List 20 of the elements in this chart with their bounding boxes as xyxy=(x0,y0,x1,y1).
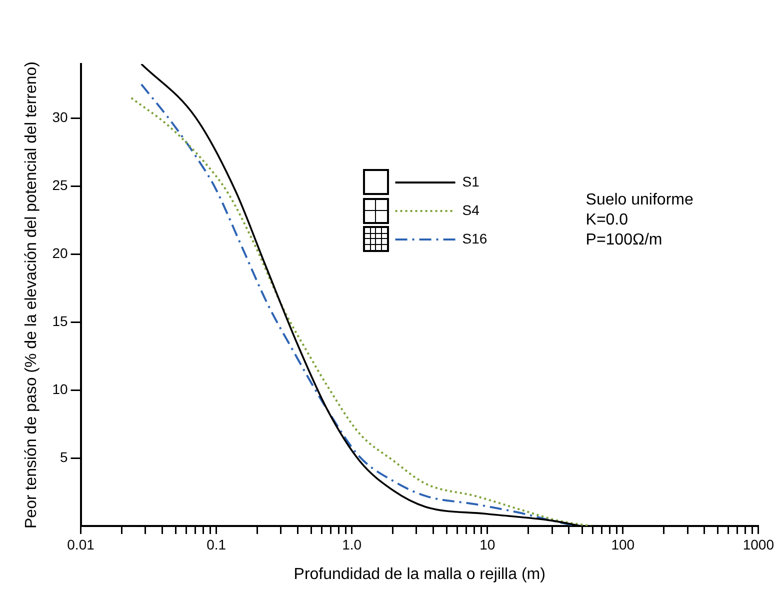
legend-label: S16 xyxy=(462,230,488,246)
y-tick-label: 20 xyxy=(52,245,68,262)
legend-label: S1 xyxy=(462,173,480,190)
y-axis-title: Peor tensión de paso (% de la elevación del potencial del terreno) xyxy=(23,62,40,528)
y-tick-label: 25 xyxy=(52,177,68,194)
x-axis-title: Profundidad de la malla o rejilla (m) xyxy=(294,566,546,583)
y-tick-label: 15 xyxy=(52,313,68,330)
x-tick-label: 10 xyxy=(480,536,496,552)
legend-label: S4 xyxy=(462,202,480,218)
x-tick-label: 1.0 xyxy=(342,536,362,552)
x-tick-label: 1000 xyxy=(742,536,774,552)
x-tick-label: 100 xyxy=(611,536,635,552)
annotation: K=0.0 xyxy=(586,211,628,228)
x-tick-label: 0.01 xyxy=(67,536,95,552)
y-tick-label: 30 xyxy=(52,109,68,126)
y-tick-label: 10 xyxy=(52,380,68,397)
y-tick-label: 5 xyxy=(60,448,68,465)
x-tick-label: 0.1 xyxy=(206,536,226,552)
annotation: P=100Ω/m xyxy=(586,231,662,248)
annotation: Suelo uniforme xyxy=(586,191,694,208)
